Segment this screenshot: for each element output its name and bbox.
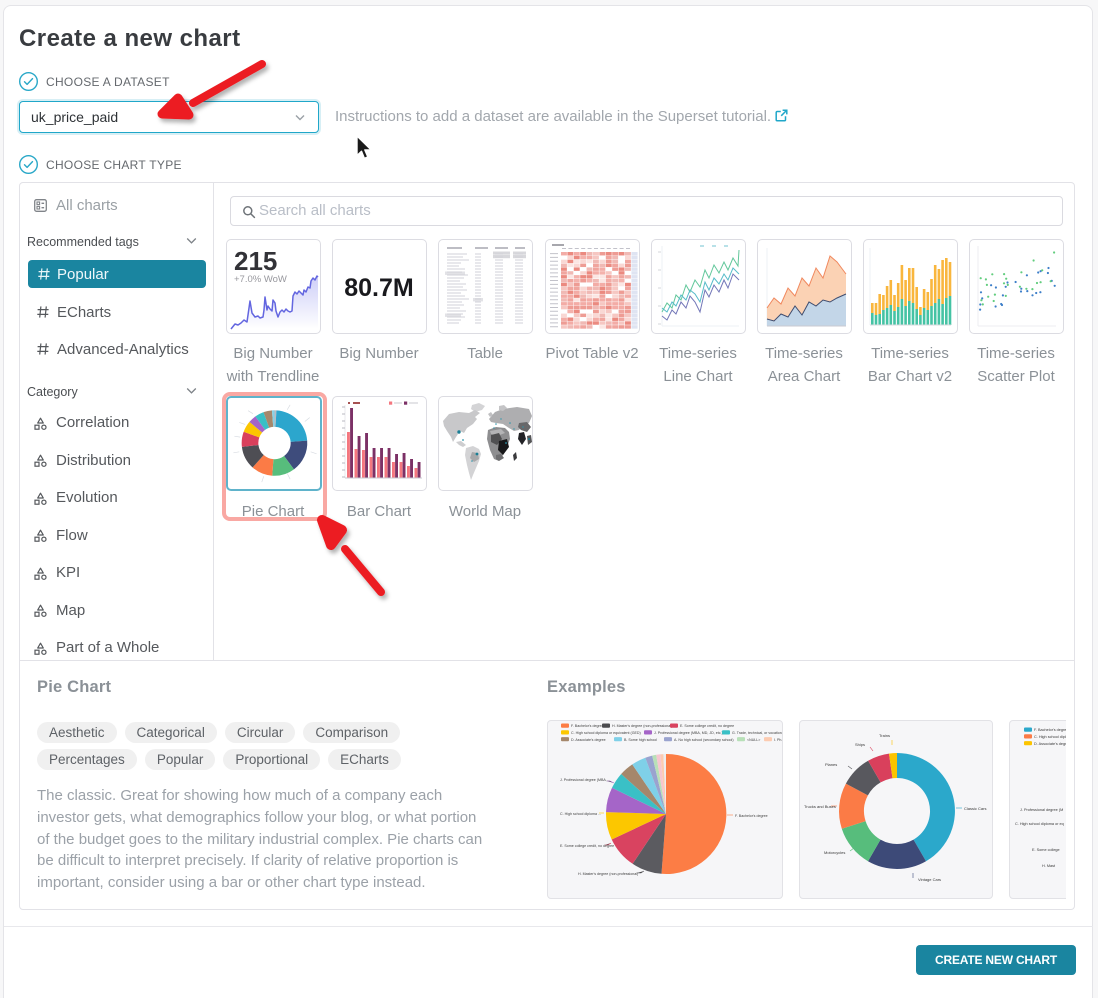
svg-text:E. Some college: E. Some college	[1032, 848, 1060, 852]
svg-text:+7.0% WoW: +7.0% WoW	[234, 274, 287, 285]
svg-text:Vintage Cars: Vintage Cars	[918, 877, 941, 882]
svg-text:C. High school diploma ...: C. High school diploma ...	[560, 812, 601, 816]
svg-text:D. Associate's degree: D. Associate's degree	[571, 738, 606, 742]
svg-text:E. Some college credit, no deg: E. Some college credit, no degree	[560, 844, 614, 848]
svg-text:I. Ph.D.: I. Ph.D.	[774, 738, 782, 742]
svg-text:80.7M: 80.7M	[344, 274, 413, 302]
svg-text:H. Master's degree (non-profes: H. Master's degree (non-professional)	[578, 872, 638, 876]
svg-text:A. No high school (secondary s: A. No high school (secondary school)	[674, 738, 734, 742]
svg-text:Classic Cars: Classic Cars	[964, 806, 986, 811]
svg-text:Trucks and Buses: Trucks and Buses	[804, 804, 836, 809]
svg-text:E. Some college credit, no deg: E. Some college credit, no degree	[680, 724, 734, 728]
svg-text:H. Mast: H. Mast	[1042, 864, 1056, 868]
svg-text:F. Bachelor's degree: F. Bachelor's degree	[1034, 728, 1066, 732]
svg-text:Planes: Planes	[825, 762, 837, 767]
svg-text:D. Associate's degre: D. Associate's degre	[1034, 742, 1066, 746]
svg-text:J. Professional degree (MBA,..: J. Professional degree (MBA,...	[560, 778, 610, 782]
svg-text:F. Bachelor's degree: F. Bachelor's degree	[571, 724, 604, 728]
svg-text:<NULL>: <NULL>	[747, 738, 760, 742]
svg-text:B. Some high school: B. Some high school	[624, 738, 657, 742]
svg-text:F. Bachelor's degree: F. Bachelor's degree	[735, 814, 768, 818]
svg-text:C. High school diplom: C. High school diplom	[1034, 735, 1066, 739]
svg-text:Ships: Ships	[855, 742, 865, 747]
svg-text:G. Trade, technical, or vocati: G. Trade, technical, or vocational train…	[732, 731, 782, 735]
svg-text:Motorcycles: Motorcycles	[824, 850, 845, 855]
svg-text:H. Master's degree (non-profes: H. Master's degree (non-professional)	[612, 724, 672, 728]
svg-text:C. High school diploma or eq: C. High school diploma or eq	[1015, 822, 1064, 826]
svg-text:J. Professional degree (M: J. Professional degree (M	[1020, 808, 1063, 812]
svg-text:C. High school diploma or equi: C. High school diploma or equivalent (GE…	[571, 731, 641, 735]
svg-text:215: 215	[234, 246, 277, 276]
svg-text:J. Professional degree (MBA, M: J. Professional degree (MBA, MD, JD, etc…	[654, 731, 723, 735]
svg-text:Trains: Trains	[879, 733, 890, 738]
